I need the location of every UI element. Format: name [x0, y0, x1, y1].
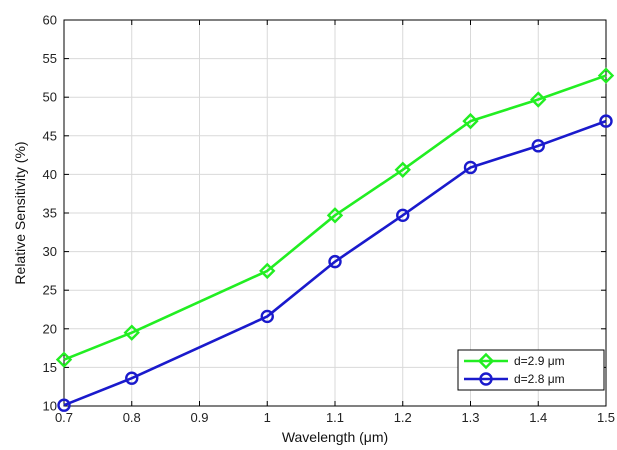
series-line: [63, 119, 607, 407]
y-tick-label: 30: [43, 244, 57, 259]
series-line: [63, 74, 607, 361]
x-tick-label: 0.8: [123, 410, 141, 425]
axis-ticks: 0.7 0.8 0.9 1 1.1 1.2 1.3 1.4 1.5 10 15 20 25 30 35 40 4…: [43, 13, 616, 426]
y-tick-label: 35: [43, 206, 57, 221]
data-point-marker: [531, 139, 545, 153]
data-point-marker: [260, 309, 274, 324]
x-axis-title: Wavelength (μm): [282, 429, 388, 445]
data-point-marker: [259, 262, 276, 280]
y-tick-label: 15: [43, 360, 57, 375]
grid: [63, 19, 607, 407]
data-point-marker: [326, 207, 344, 224]
legend-item: d=2.9 μm: [464, 352, 565, 370]
y-tick-label: 60: [43, 13, 57, 28]
y-tick-label: 10: [43, 399, 57, 414]
y-tick-label: 45: [43, 128, 57, 143]
x-tick-label: 0.7: [55, 410, 73, 425]
y-axis-title: Relative Sensitivity (%): [12, 141, 28, 284]
data-point-marker: [396, 208, 410, 223]
x-tick-label: 1: [264, 410, 271, 425]
legend-marker: [479, 372, 493, 386]
data-point-marker: [530, 91, 547, 108]
data-point-marker: [57, 398, 71, 412]
legend-items: d=2.9 μm d=2.8 μm: [464, 352, 565, 386]
data-point-marker: [597, 67, 615, 84]
legend-label: d=2.8 μm: [514, 372, 565, 386]
data-point-marker: [123, 324, 140, 341]
x-tick-label: 1.1: [326, 410, 344, 425]
legend-marker: [477, 352, 495, 370]
data-point-marker: [55, 351, 73, 368]
legend-label: d=2.9 μm: [514, 354, 565, 368]
series-lines: [55, 67, 615, 412]
series-1: [55, 67, 615, 368]
data-point-marker: [125, 371, 139, 385]
data-point-marker: [328, 254, 342, 269]
x-tick-label: 1.3: [461, 410, 479, 425]
legend-item: d=2.8 μm: [464, 372, 565, 386]
x-tick-label: 1.2: [394, 410, 412, 425]
y-tick-label: 20: [43, 321, 57, 336]
x-tick-label: 0.9: [190, 410, 208, 425]
data-point-marker: [394, 161, 411, 178]
series-2: [57, 114, 613, 412]
data-point-marker: [463, 160, 478, 175]
legend: d=2.9 μm d=2.8 μm: [457, 349, 605, 391]
y-tick-label: 50: [43, 90, 57, 105]
y-tick-label: 40: [43, 167, 57, 182]
y-tick-label: 55: [43, 51, 57, 66]
data-point-marker: [462, 112, 479, 130]
x-tick-label: 1.4: [529, 410, 547, 425]
x-tick-label: 1.5: [597, 410, 615, 425]
data-point-marker: [599, 114, 613, 128]
y-tick-label: 25: [43, 283, 57, 298]
